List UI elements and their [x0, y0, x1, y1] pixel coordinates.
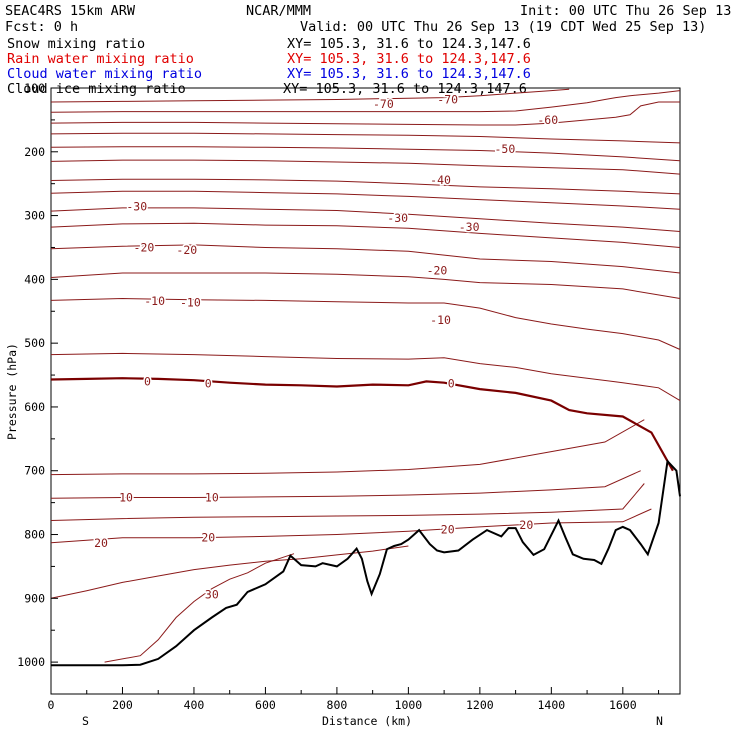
- contour-label: 10: [119, 491, 133, 505]
- contour-label: 20: [94, 536, 108, 550]
- y-tick-label: 500: [24, 336, 45, 350]
- x-tick-label: 1000: [395, 698, 423, 712]
- south-label: S: [82, 714, 89, 728]
- contour-label: 20: [519, 518, 533, 532]
- terrain-line: [51, 458, 681, 667]
- contour-line: [50, 297, 681, 350]
- contour-label: 0: [205, 376, 212, 390]
- field-xy-rain: XY= 105.3, 31.6 to 124.3,147.6: [287, 51, 531, 67]
- contour-label: -30: [387, 211, 408, 225]
- field-label-rain: Rain water mixing ratio: [7, 51, 194, 67]
- contour-labels: -70 -70 -60 -50 -40 -30 -30 -30 -20 -20 -20 -10 -10 -…: [93, 91, 560, 603]
- init-time: Init: 00 UTC Thu 26 Sep 13: [520, 3, 731, 19]
- x-tick-label: 600: [255, 698, 276, 712]
- y-tick-label: 1000: [17, 655, 45, 669]
- y-tick-label: 200: [24, 145, 45, 159]
- contour-line: [50, 101, 680, 126]
- contour-label: -70: [373, 97, 394, 111]
- contour-line: [50, 132, 681, 144]
- y-axis-ticks: 1000 900 800 700 600 500 400 300 200 100: [17, 81, 58, 695]
- contour-line: [50, 90, 681, 113]
- north-label: N: [656, 714, 663, 728]
- contour-line: [50, 272, 681, 299]
- y-tick-label: 700: [24, 464, 45, 478]
- contour-line: [50, 377, 674, 472]
- x-tick-label: 1200: [466, 698, 494, 712]
- contour-label: 10: [205, 491, 219, 505]
- x-tick-label: 400: [184, 698, 205, 712]
- contour-label: 0: [448, 376, 455, 390]
- contour-line: [50, 352, 681, 402]
- valid-time: Valid: 00 UTC Thu 26 Sep 13 (19 CDT Wed …: [300, 19, 706, 35]
- x-tick-label: 200: [112, 698, 133, 712]
- contour-label: -30: [126, 200, 147, 214]
- x-tick-label: 1600: [609, 698, 637, 712]
- contour-label: 0: [144, 374, 151, 388]
- contour-line: [50, 419, 645, 476]
- contour-label: -30: [459, 220, 480, 234]
- field-label-cloud-ice: Cloud ice mixing ratio: [7, 81, 186, 97]
- center-label: NCAR/MMM: [246, 3, 311, 19]
- terrain-profile: [51, 458, 681, 667]
- plot-frame: [50, 87, 681, 695]
- contour-label: -10: [144, 294, 165, 308]
- contour-line: [50, 244, 681, 274]
- contour-line: [50, 159, 681, 175]
- field-xy-cloud-ice: XY= 105.3, 31.6 to 124.3,147.6: [283, 81, 527, 97]
- contour-line: [50, 545, 409, 599]
- contour-line: [50, 88, 570, 103]
- x-tick-label: 0: [48, 698, 55, 712]
- contour-label: -20: [176, 243, 197, 257]
- contour-label: -20: [427, 263, 448, 277]
- y-tick-label: 400: [24, 272, 45, 286]
- y-tick-label: 800: [24, 528, 45, 542]
- forecast-hour: Fcst: 0 h: [5, 19, 78, 35]
- contour-line: [50, 178, 681, 195]
- y-tick-label: 600: [24, 400, 45, 414]
- x-axis-label: Distance (km): [322, 714, 412, 728]
- contour-label: -70: [437, 92, 458, 106]
- contour-label: -10: [430, 313, 451, 327]
- contour-label: 20: [201, 531, 215, 545]
- y-axis-label: Pressure (hPa): [5, 343, 19, 440]
- contour-label: -40: [430, 173, 451, 187]
- contour-label: -20: [134, 240, 155, 254]
- contour-line: [50, 483, 645, 521]
- x-tick-label: 800: [327, 698, 348, 712]
- field-xy-snow: XY= 105.3, 31.6 to 124.3,147.6: [287, 36, 531, 52]
- x-tick-label: 1400: [537, 698, 565, 712]
- contour-label: -60: [537, 113, 558, 127]
- contour-line: [104, 553, 295, 663]
- x-axis-ticks: 0 200 400 600 800 1000 1200 1400 1600: [48, 687, 660, 712]
- temperature-contours: [50, 88, 681, 663]
- y-tick-label: 900: [24, 591, 45, 605]
- contour-line: [50, 222, 681, 248]
- contour-line: [50, 508, 652, 544]
- contour-line: [50, 207, 681, 232]
- field-xy-cloud-water: XY= 105.3, 31.6 to 124.3,147.6: [287, 66, 531, 82]
- contour-label: 30: [205, 587, 219, 601]
- contour-line: [50, 146, 681, 162]
- y-tick-label: 100: [24, 81, 45, 95]
- field-label-snow: Snow mixing ratio: [7, 36, 145, 52]
- contour-label: -10: [180, 295, 201, 309]
- contour-line: [50, 470, 641, 499]
- model-title: SEAC4RS 15km ARW: [5, 3, 136, 19]
- contour-label: -50: [494, 142, 515, 156]
- y-tick-label: 300: [24, 209, 45, 223]
- field-label-cloud-water: Cloud water mixing ratio: [7, 66, 202, 82]
- contour-label: 20: [441, 522, 455, 536]
- contour-line: [50, 190, 681, 210]
